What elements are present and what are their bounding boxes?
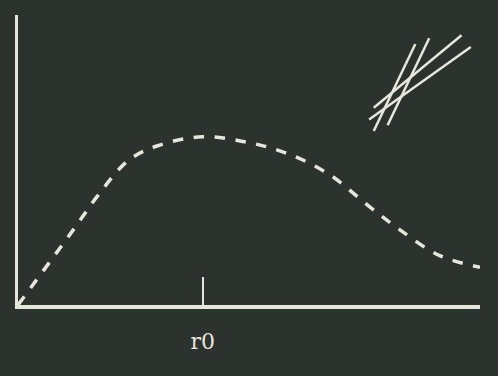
svg-text:r0: r0	[191, 329, 216, 354]
